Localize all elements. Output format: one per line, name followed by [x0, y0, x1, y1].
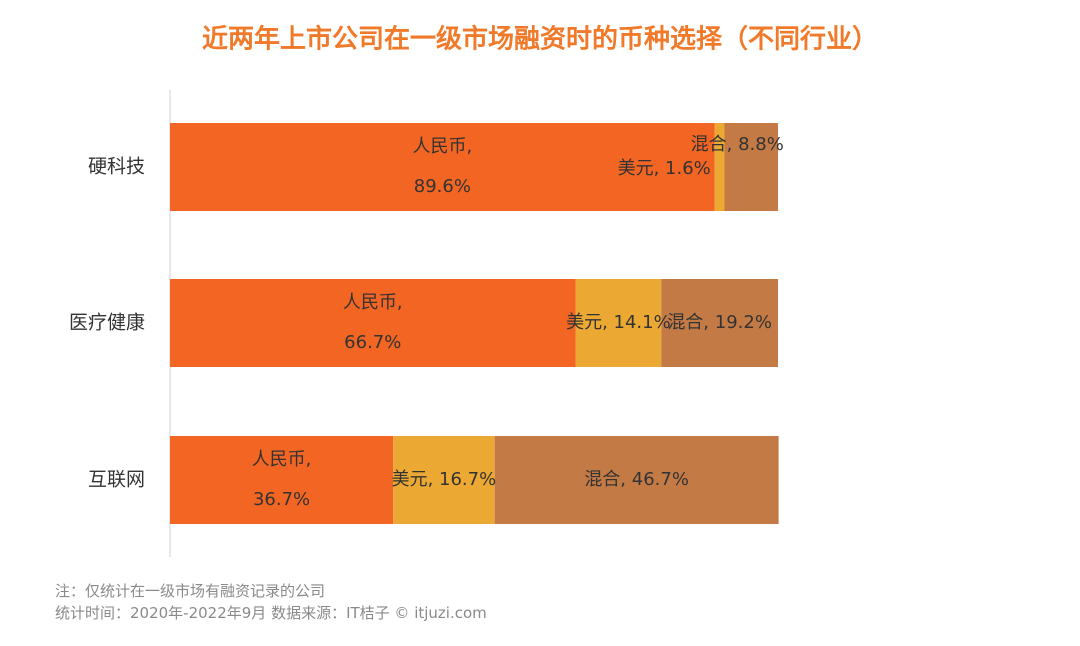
chart-title: 近两年上市公司在一级市场融资时的币种选择（不同行业） [202, 24, 878, 55]
bar-segment [170, 279, 576, 367]
bar-segment [494, 436, 779, 524]
bar-segment [393, 436, 495, 524]
note: 统计时间：2020年-2022年9月 数据来源：IT桔子 © itjuzi.co… [55, 604, 487, 622]
bar-segment [724, 123, 778, 211]
bar-segment [170, 436, 394, 524]
data-label: 美元, 1.6% [617, 158, 711, 179]
data-label: 人民币, 89.6% [412, 136, 473, 197]
data-label: 人民币, 36.7% [251, 449, 312, 510]
bar-segment [661, 279, 778, 367]
data-label: 美元, 14.1% [566, 312, 671, 333]
bar-segment [575, 279, 662, 367]
y-tick-label: 互联网 [88, 469, 145, 491]
bar-segment [714, 123, 725, 211]
note: 注：仅统计在一级市场有融资记录的公司 [55, 582, 326, 600]
bar-segment [170, 123, 715, 211]
data-label: 混合, 8.8% [690, 134, 784, 155]
data-label: 人民币, 66.7% [342, 292, 403, 353]
data-label: 混合, 46.7% [584, 469, 689, 490]
data-label: 混合, 19.2% [667, 312, 772, 333]
y-tick-label: 硬科技 [88, 156, 145, 178]
y-tick-label: 医疗健康 [69, 312, 145, 334]
data-label: 美元, 16.7% [391, 469, 497, 490]
